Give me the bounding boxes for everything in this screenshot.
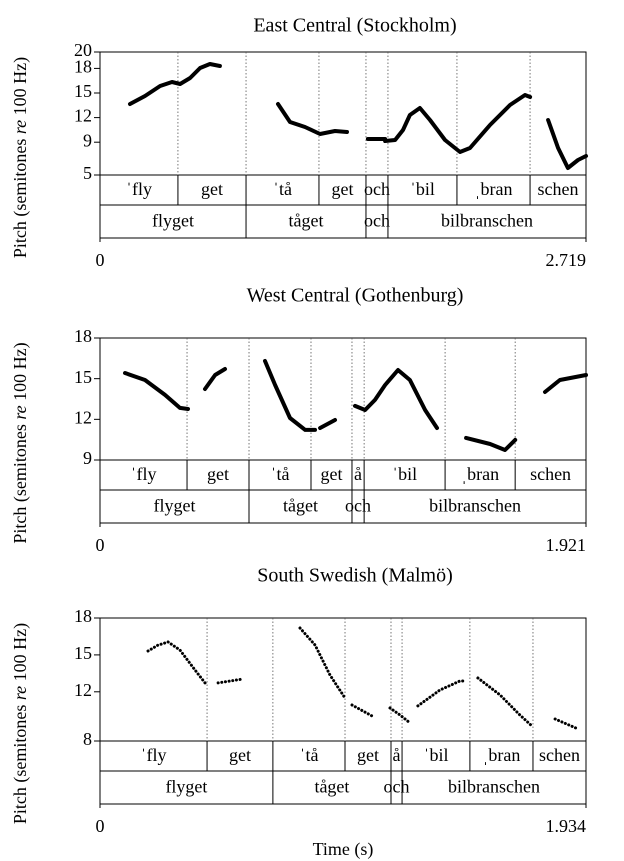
syllable-label: schen bbox=[530, 464, 571, 484]
y-tick-label: 15 bbox=[74, 81, 92, 101]
syllable-label: ˈfly bbox=[141, 745, 167, 765]
word-label: bilbranschen bbox=[448, 777, 540, 797]
syllable-label: ˌbran bbox=[475, 179, 513, 199]
syllable-label: get bbox=[357, 745, 379, 765]
x-tick-label: 0 bbox=[96, 535, 105, 555]
y-tick-label: 8 bbox=[83, 729, 92, 749]
y-axis-label-part: Pitch (semitones bbox=[10, 134, 31, 258]
y-axis-label: Pitch (semitones re 100 Hz) bbox=[10, 342, 31, 543]
syllable-label: ˈtå bbox=[271, 464, 290, 484]
syllable-label: schen bbox=[539, 745, 580, 765]
y-tick-label: 18 bbox=[74, 57, 92, 77]
word-label: bilbranschen bbox=[429, 496, 521, 516]
y-tick-label: 20 bbox=[74, 40, 92, 60]
y-axis-label-part: Pitch (semitones bbox=[10, 420, 31, 544]
y-tick-label: 12 bbox=[74, 407, 92, 427]
syllable-label: ˈfly bbox=[131, 464, 157, 484]
y-tick-label: 9 bbox=[83, 130, 92, 150]
word-label: och bbox=[384, 777, 410, 797]
syllable-label: ˈbil bbox=[423, 745, 448, 765]
y-axis-label: Pitch (semitones re 100 Hz) bbox=[10, 623, 31, 824]
x-axis-label: Time (s) bbox=[313, 839, 374, 860]
plot-frame bbox=[99, 337, 587, 524]
y-axis-label-part: re bbox=[10, 405, 30, 419]
y-axis-label-part: 100 Hz) bbox=[10, 623, 31, 686]
word-label: och bbox=[345, 496, 371, 516]
word-label: flyget bbox=[152, 211, 194, 231]
syllable-label: ˈtå bbox=[273, 179, 292, 199]
syllable-label: ˈbil bbox=[410, 179, 435, 199]
syllable-label: get bbox=[229, 745, 251, 765]
x-tick-label: 1.921 bbox=[546, 535, 587, 555]
chart-title: South Swedish (Malmö) bbox=[257, 565, 453, 587]
syllable-label: ˈfly bbox=[126, 179, 152, 199]
x-tick-label: 0 bbox=[96, 816, 105, 836]
syllable-label: ˈtå bbox=[299, 745, 318, 765]
syllable-label: get bbox=[207, 464, 229, 484]
word-label: flyget bbox=[165, 777, 207, 797]
y-axis-label-part: 100 Hz) bbox=[10, 342, 31, 405]
word-label: flyget bbox=[154, 496, 196, 516]
y-tick-label: 12 bbox=[74, 106, 92, 126]
pitch-track bbox=[128, 62, 588, 170]
word-label: och bbox=[364, 211, 390, 231]
syllable-label: get bbox=[201, 179, 223, 199]
chart-title: West Central (Gothenburg) bbox=[247, 285, 464, 307]
y-axis-label: Pitch (semitones re 100 Hz) bbox=[10, 57, 31, 258]
chart-title: East Central (Stockholm) bbox=[253, 15, 456, 37]
y-tick-label: 12 bbox=[74, 680, 92, 700]
pitch-track bbox=[146, 626, 578, 730]
word-label: tåget bbox=[314, 777, 349, 797]
y-tick-label: 15 bbox=[74, 643, 92, 663]
word-label: tåget bbox=[289, 211, 324, 231]
syllable-label: ˌbran bbox=[461, 464, 499, 484]
syllable-label: ˌbran bbox=[482, 745, 520, 765]
word-label: bilbranschen bbox=[441, 211, 533, 231]
syllable-label: get bbox=[320, 464, 342, 484]
syllable-label: å bbox=[354, 464, 362, 484]
y-axis-label-part: Pitch (semitones bbox=[10, 700, 31, 824]
plot-frame bbox=[99, 617, 587, 805]
plot-frame bbox=[99, 51, 587, 239]
word-label: tåget bbox=[283, 496, 318, 516]
y-tick-label: 18 bbox=[74, 606, 92, 626]
x-tick-label: 1.934 bbox=[546, 816, 587, 836]
y-tick-label: 9 bbox=[83, 448, 92, 468]
syllable-label: get bbox=[331, 179, 353, 199]
syllable-label: schen bbox=[538, 179, 579, 199]
syllable-label: ˈbil bbox=[392, 464, 417, 484]
syllable-label: och bbox=[364, 179, 390, 199]
x-tick-label: 0 bbox=[96, 250, 105, 270]
y-tick-label: 5 bbox=[83, 163, 92, 183]
syllable-label: å bbox=[393, 745, 401, 765]
y-axis-label-part: 100 Hz) bbox=[10, 57, 31, 120]
x-tick-label: 2.719 bbox=[546, 250, 587, 270]
y-axis-label-part: re bbox=[10, 120, 30, 134]
y-tick-label: 15 bbox=[74, 367, 92, 387]
y-axis-label-part: re bbox=[10, 686, 30, 700]
pitch-track bbox=[123, 359, 588, 452]
y-tick-label: 18 bbox=[74, 326, 92, 346]
